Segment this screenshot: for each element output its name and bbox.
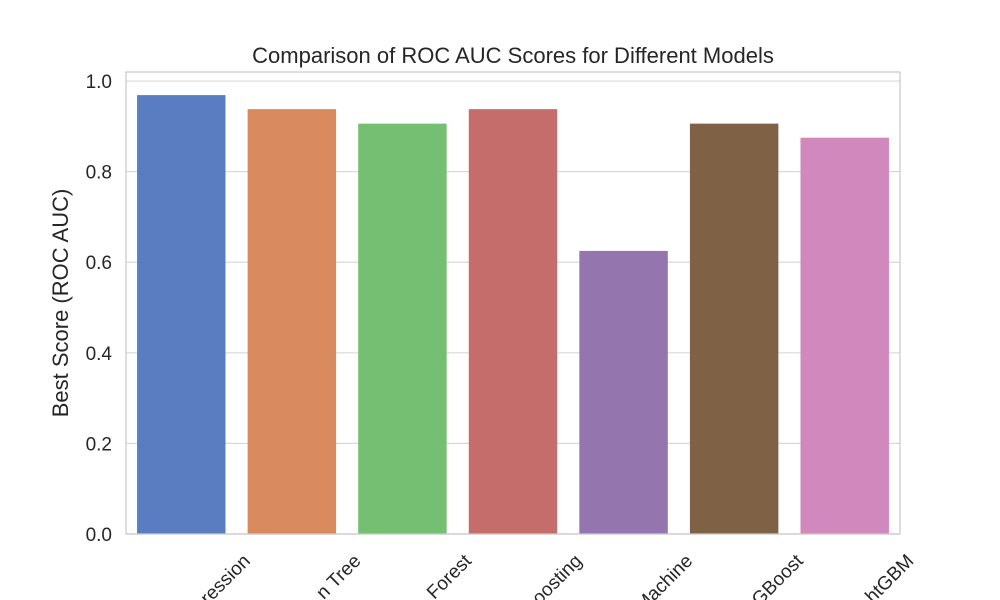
y-tick-label: 0.6 — [86, 253, 112, 274]
y-tick-label: 1.0 — [86, 72, 112, 93]
bar — [358, 123, 447, 535]
x-tick-label: oosting — [528, 551, 586, 600]
y-tick-label: 0.2 — [86, 434, 112, 455]
y-tick-label: 0.8 — [86, 163, 112, 184]
x-tick-label: n Tree — [312, 551, 365, 600]
x-ticks: ression n Tree Forest oosting Machine GBoost h… — [197, 550, 919, 600]
chart-title: Comparison of ROC AUC Scores for Differe… — [252, 43, 774, 68]
bar — [247, 109, 337, 534]
x-tick-label: Forest — [423, 550, 476, 600]
y-tick-label: 0.4 — [86, 344, 113, 365]
bar — [579, 250, 668, 535]
bar — [800, 137, 889, 535]
bar — [689, 123, 779, 535]
x-tick-label: GBoost — [748, 550, 808, 600]
bars — [137, 95, 889, 535]
y-tick-label: 0.0 — [86, 525, 112, 546]
x-tick-label: htGBM — [862, 551, 919, 600]
y-axis-label: Best Score (ROC AUC) — [48, 189, 73, 418]
x-tick-label: Machine — [631, 551, 697, 600]
bar — [137, 95, 226, 534]
y-ticks: 0.0 0.2 0.4 0.6 0.8 1.0 — [86, 72, 113, 546]
plot-frame — [125, 71, 901, 535]
bar — [468, 109, 558, 534]
x-tick-label: ression — [197, 551, 255, 600]
